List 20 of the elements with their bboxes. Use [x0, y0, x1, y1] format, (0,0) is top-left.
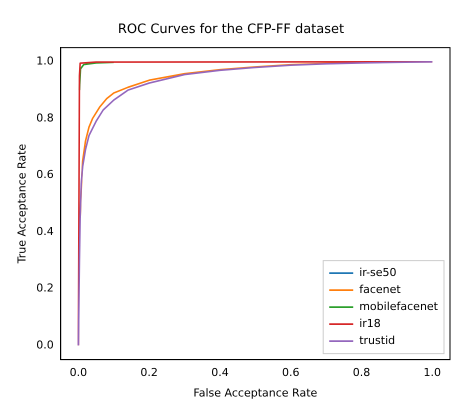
legend-label: mobilefacenet — [359, 300, 439, 313]
x-tick-label: 0.0 — [70, 366, 88, 380]
y-tick-label: 0.8 — [36, 111, 54, 124]
x-tick-label: 1.0 — [424, 366, 442, 380]
x-axis-title: False Acceptance Rate — [193, 386, 318, 400]
y-tick-label: 1.0 — [36, 54, 54, 68]
y-tick-label: 0.6 — [36, 168, 54, 182]
x-tick-label: 0.8 — [352, 366, 370, 380]
legend-label: ir18 — [359, 316, 381, 330]
legend-label: ir-se50 — [359, 266, 397, 279]
chart-title: ROC Curves for the CFP-FF dataset — [118, 22, 344, 38]
y-axis-title: True Acceptance Rate — [15, 144, 28, 264]
y-tick-label: 0.4 — [36, 224, 54, 238]
legend-label: facenet — [359, 282, 402, 296]
x-tick-label: 0.2 — [140, 366, 158, 380]
y-tick-label: 0.2 — [36, 282, 54, 295]
y-tick-label: 0.0 — [36, 338, 54, 352]
x-tick-label: 0.6 — [282, 366, 300, 380]
legend-label: trustid — [359, 334, 396, 347]
x-tick-label: 0.4 — [211, 366, 229, 380]
